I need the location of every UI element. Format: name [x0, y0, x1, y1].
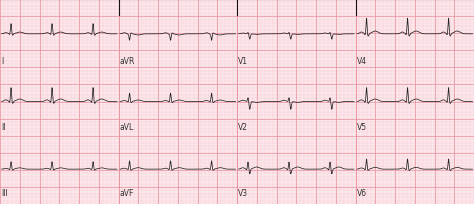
Text: aVL: aVL [120, 122, 134, 131]
Text: V6: V6 [357, 188, 367, 197]
Text: III: III [1, 188, 8, 197]
Text: aVR: aVR [120, 57, 135, 66]
Text: V4: V4 [357, 57, 367, 66]
Text: II: II [1, 122, 6, 131]
Text: V2: V2 [238, 122, 248, 131]
Text: V3: V3 [238, 188, 248, 197]
Text: aVF: aVF [120, 188, 134, 197]
Text: I: I [1, 57, 4, 66]
Text: V5: V5 [357, 122, 367, 131]
Text: V1: V1 [238, 57, 248, 66]
